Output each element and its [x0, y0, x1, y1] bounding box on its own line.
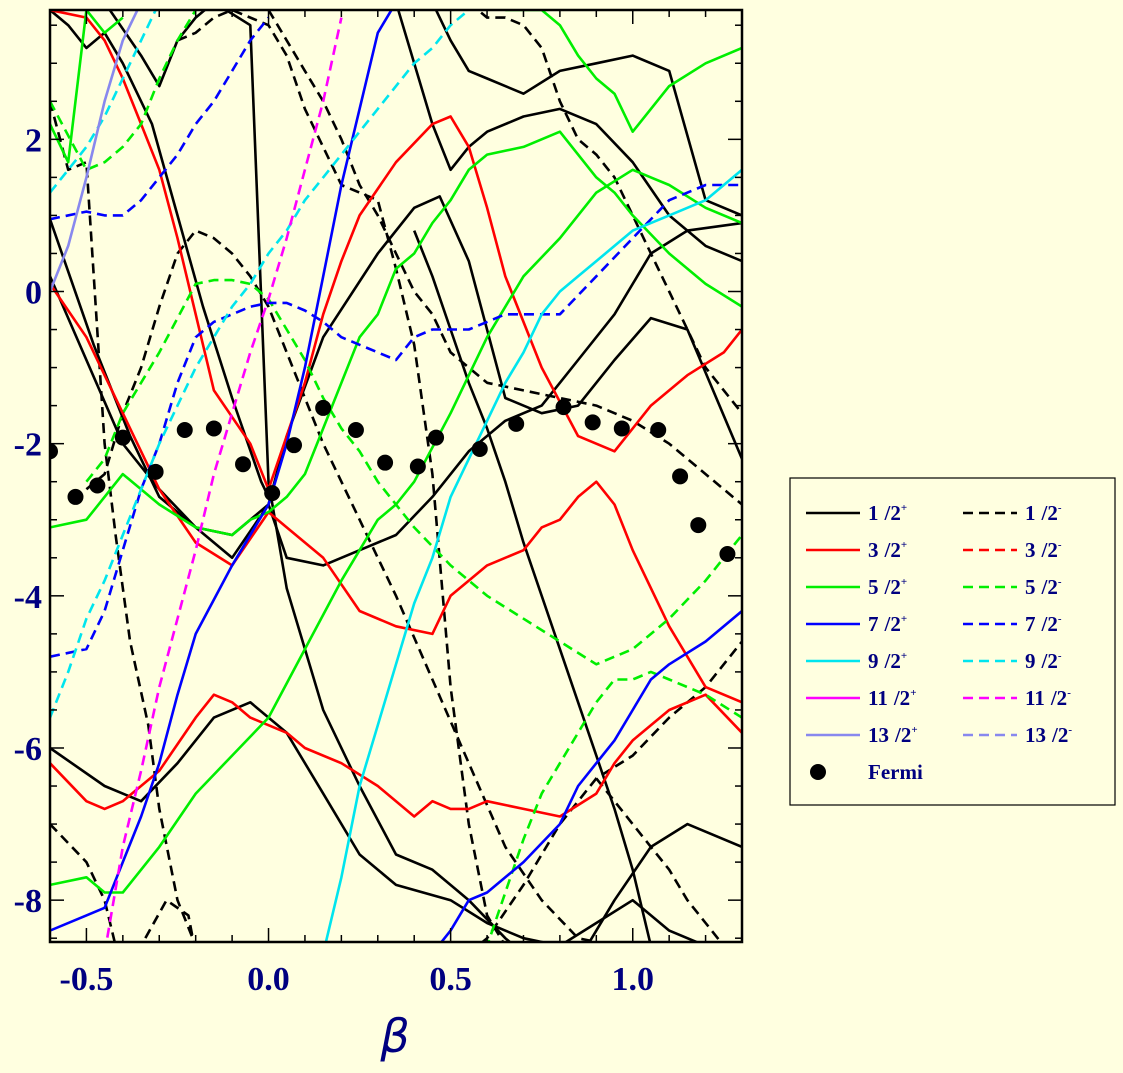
legend-label: 7/2-: [1025, 612, 1062, 636]
fermi-point: [672, 468, 689, 485]
fermi-point: [555, 399, 572, 416]
series-line: [505, 10, 742, 133]
legend-label: 13/2-: [1025, 723, 1072, 747]
series-line: [324, 168, 742, 942]
fermi-point: [315, 399, 332, 416]
fermi-point: [471, 440, 488, 457]
series-line: [434, 10, 742, 217]
legend-label: 1/2-: [1025, 501, 1062, 525]
series-line: [487, 670, 742, 942]
y-tick-label: -6: [14, 731, 42, 768]
legend: 1/2+ 1/2- 3/2+ 3/2- 5/2+ 5/2- 7/2+ 7/2- 9/2+ 9/2-…: [789, 477, 1116, 806]
x-tick-label: -0.5: [60, 961, 114, 998]
fermi-point: [347, 421, 364, 438]
legend-label: 7/2+: [868, 612, 907, 636]
axis-ticks: [49, 10, 743, 942]
fermi-point: [67, 488, 84, 505]
y-tick-label: -4: [14, 579, 42, 616]
fermi-point: [235, 456, 252, 473]
series-line: [50, 130, 742, 537]
legend-label: 11/2-: [1025, 686, 1071, 710]
legend-label: 3/2+: [868, 538, 907, 562]
legend-label: 11/2+: [868, 686, 916, 710]
fermi-point: [508, 415, 525, 432]
series-line: [85, 278, 742, 666]
fermi-point: [409, 458, 426, 475]
series-line: [50, 700, 700, 942]
y-tick-label: 0: [25, 275, 42, 312]
series-line: [50, 10, 124, 164]
legend-label: 13/2+: [868, 723, 918, 747]
fermi-layer: [50, 399, 736, 562]
fermi-point: [377, 454, 394, 471]
series-line: [105, 17, 343, 942]
fermi-point: [428, 429, 445, 446]
fermi-point: [613, 420, 630, 437]
series-line: [50, 10, 473, 719]
series-line: [50, 693, 742, 818]
fermi-point: [114, 429, 131, 446]
plot-frame: [48, 8, 744, 944]
x-tick-labels: -0.5 0.0 0.5 1.0: [60, 961, 654, 998]
y-tick-label: -8: [14, 883, 42, 920]
series-line: [50, 10, 393, 932]
series-line: [50, 823, 195, 942]
series-line: [50, 10, 270, 498]
fermi-point: [584, 414, 601, 431]
series-line: [439, 610, 742, 942]
series-line: [50, 195, 742, 537]
legend-box: [789, 477, 1116, 806]
plot-area: [50, 10, 742, 942]
series-line: [50, 10, 742, 491]
y-tick-label: -2: [14, 427, 42, 464]
series-line: [595, 777, 723, 942]
series-layer: [50, 10, 742, 942]
y-tick-label: 2: [25, 122, 42, 159]
legend-label: 3/2-: [1025, 538, 1062, 562]
series-line: [85, 229, 603, 942]
series-line: [50, 221, 742, 567]
fermi-point: [205, 420, 222, 437]
legend-fermi-label: Fermi: [868, 760, 923, 784]
series-line: [50, 16, 270, 221]
fermi-point: [690, 517, 707, 534]
series-line: [50, 10, 139, 292]
fermi-point: [286, 437, 303, 454]
axes-frame: [48, 8, 744, 944]
legend-label: 5/2+: [868, 575, 907, 599]
x-tick-label: 0.5: [429, 961, 472, 998]
series-line: [475, 10, 742, 415]
series-line: [267, 10, 742, 506]
fermi-point: [719, 545, 736, 562]
axes-background: [50, 10, 742, 942]
fermi-point: [176, 421, 193, 438]
series-line: [412, 230, 652, 942]
fermi-point: [50, 443, 58, 460]
fermi-point: [89, 477, 106, 494]
series-line: [50, 100, 196, 942]
fermi-point: [147, 463, 164, 480]
legend-label: 5/2-: [1025, 575, 1062, 599]
legend-label: 1/2+: [868, 501, 907, 525]
series-line: [50, 283, 742, 704]
series-line: [50, 10, 158, 194]
legend-label: 9/2-: [1025, 649, 1062, 673]
series-line: [176, 10, 505, 942]
fermi-point: [264, 485, 281, 502]
series-line: [50, 168, 742, 894]
fermi-point: [650, 421, 667, 438]
x-axis-label: β: [379, 1009, 409, 1063]
legend-fermi-marker: [810, 764, 826, 780]
x-tick-label: 1.0: [611, 961, 654, 998]
y-tick-labels: 2 0 -2 -4 -6 -8: [14, 122, 42, 920]
legend-label: 9/2+: [868, 649, 907, 673]
x-tick-label: 0.0: [247, 961, 290, 998]
